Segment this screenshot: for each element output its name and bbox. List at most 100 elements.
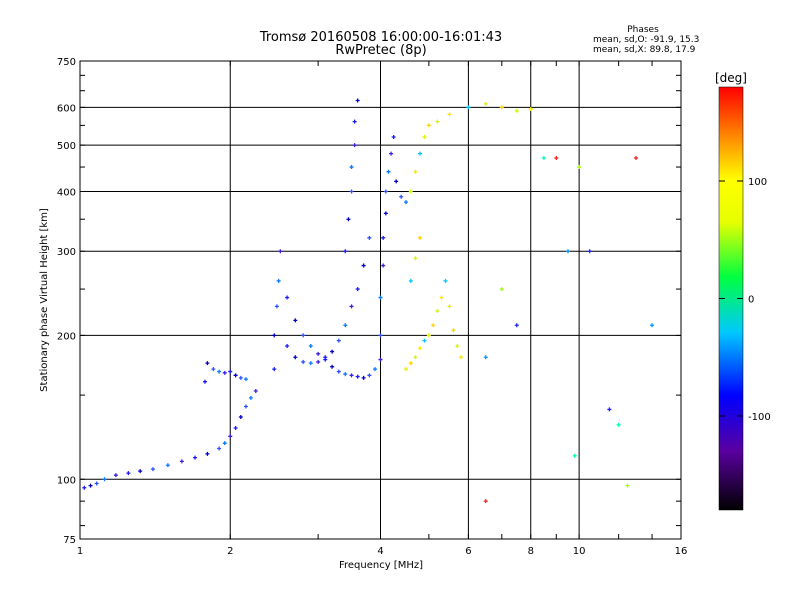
data-point <box>404 367 409 372</box>
data-point <box>383 189 388 194</box>
data-point <box>413 256 418 261</box>
data-point <box>577 165 582 170</box>
data-point <box>422 338 427 343</box>
x-axis-label: Frequency [MHz] <box>339 560 423 571</box>
y-tick-label: 100 <box>57 475 76 486</box>
data-point <box>383 211 388 216</box>
data-point <box>435 119 440 124</box>
data-point <box>238 375 243 380</box>
data-point <box>378 295 383 300</box>
chart-subtitle: RwPretec (8p) <box>335 43 426 58</box>
data-point <box>274 304 279 309</box>
data-point <box>233 426 238 431</box>
data-point <box>389 151 394 156</box>
data-point <box>346 217 351 222</box>
data-point <box>381 235 386 240</box>
data-point <box>625 483 630 488</box>
data-point <box>276 278 281 283</box>
data-point <box>483 101 488 106</box>
data-point <box>343 372 348 377</box>
data-point <box>394 179 399 184</box>
data-point <box>422 135 427 140</box>
data-point <box>205 361 210 366</box>
data-point <box>426 333 431 338</box>
colorbar-ticks: 100 0 -100 <box>719 177 771 423</box>
x-tick-label: 16 <box>675 546 688 557</box>
y-tick-label: 75 <box>63 535 76 546</box>
data-point <box>343 249 348 254</box>
data-point <box>272 333 277 338</box>
data-point <box>150 467 155 472</box>
data-point <box>222 441 227 446</box>
data-point <box>113 473 118 478</box>
data-point <box>243 377 248 382</box>
x-tick-label: 2 <box>227 546 233 557</box>
phases-x-stats: mean, sd,X: 89.8, 17.9 <box>593 45 696 55</box>
data-point <box>228 369 233 374</box>
data-point <box>278 249 283 254</box>
data-point <box>330 349 335 354</box>
data-point <box>88 483 93 488</box>
data-point <box>179 459 184 464</box>
data-point <box>413 169 418 174</box>
data-point <box>386 169 391 174</box>
data-point <box>238 414 243 419</box>
colorbar-label: [deg] <box>715 71 747 85</box>
data-point <box>222 370 227 375</box>
data-point <box>499 287 504 292</box>
data-point <box>554 156 559 161</box>
data-point <box>138 469 143 474</box>
colorbar-tick-label: 100 <box>748 177 767 188</box>
data-point <box>301 359 306 364</box>
colorbar-tick-label: 0 <box>748 295 754 306</box>
data-point <box>308 344 313 349</box>
grid-lines <box>80 61 681 539</box>
data-point <box>336 338 341 343</box>
data-point <box>514 323 519 328</box>
y-tick-label: 750 <box>57 57 76 68</box>
data-point <box>205 451 210 456</box>
data-point <box>202 379 207 384</box>
data-point <box>308 361 313 366</box>
data-point <box>408 278 413 283</box>
data-point <box>381 263 386 268</box>
data-point <box>126 471 131 476</box>
phases-o-stats: mean, sd,O: -91.9, 15.3 <box>593 35 699 45</box>
data-point <box>373 367 378 372</box>
data-point <box>352 119 357 124</box>
data-point <box>94 481 99 486</box>
x-tick-label: 1 <box>77 546 83 557</box>
data-point <box>408 189 413 194</box>
data-point <box>514 108 519 113</box>
axis-ticks: 1 2 4 6 8 10 16 75 100 200 300 400 500 600 750 <box>57 57 687 557</box>
colorbar-tick-label: -100 <box>748 412 771 423</box>
data-point <box>367 373 372 378</box>
data-point <box>355 98 360 103</box>
x-tick-label: 10 <box>573 546 586 557</box>
data-point <box>378 357 383 362</box>
data-point <box>633 156 638 161</box>
data-point <box>243 404 248 409</box>
x-tick-label: 8 <box>528 546 534 557</box>
y-tick-label: 400 <box>57 187 76 198</box>
data-point <box>404 200 409 205</box>
y-tick-label: 500 <box>57 141 76 152</box>
data-point <box>253 388 258 393</box>
data-point <box>361 375 366 380</box>
data-point <box>431 323 436 328</box>
data-point <box>426 123 431 128</box>
data-point <box>367 235 372 240</box>
data-point <box>447 304 452 309</box>
data-point <box>455 344 460 349</box>
data-point <box>587 249 592 254</box>
data-point <box>355 374 360 379</box>
data-point <box>349 165 354 170</box>
data-point <box>293 318 298 323</box>
data-point <box>483 355 488 360</box>
data-point <box>349 373 354 378</box>
data-point <box>323 355 328 360</box>
data-point <box>316 351 321 356</box>
chart-title: Tromsø 20160508 16:00:00-16:01:43 <box>259 30 502 45</box>
data-point <box>413 355 418 360</box>
data-point <box>418 346 423 351</box>
